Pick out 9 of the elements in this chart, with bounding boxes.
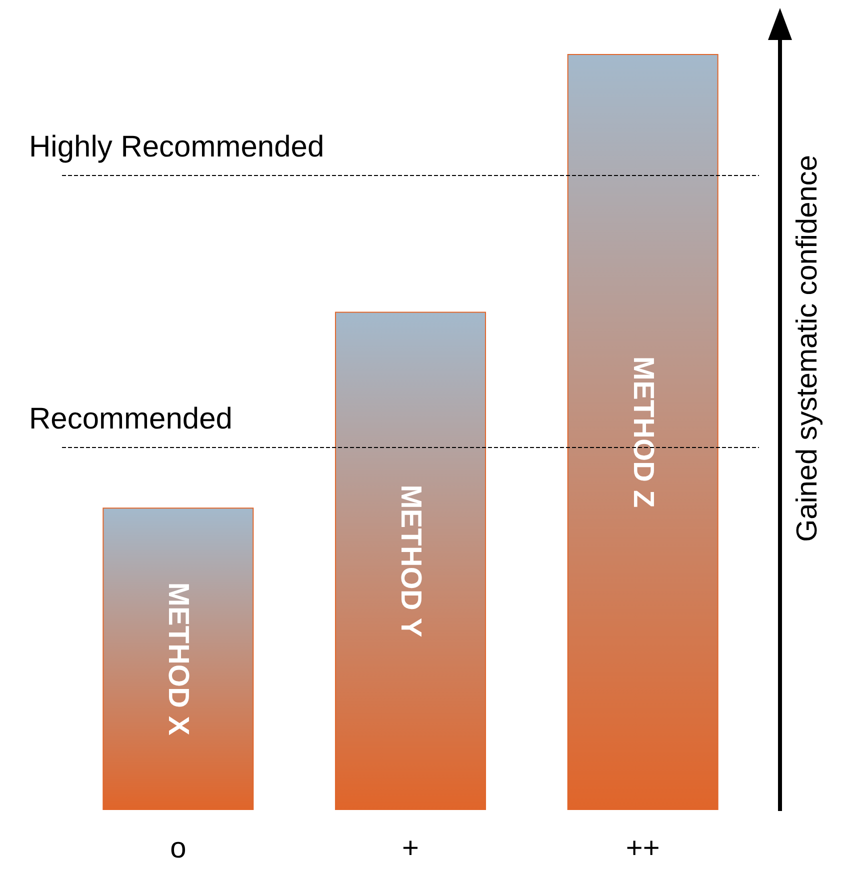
annotation: METHOD Z xyxy=(626,356,659,508)
x-tick-label: ++ xyxy=(626,832,660,864)
ref-line-label: Highly Recommended xyxy=(29,130,324,164)
x-tick-label: + xyxy=(402,832,419,864)
ref-line-label: Recommended xyxy=(29,402,232,436)
annotation: METHOD Y xyxy=(394,484,426,638)
x-tick-label: o xyxy=(170,832,186,864)
annotation: METHOD X xyxy=(162,582,194,736)
y-axis-title: Gained systematic confidence xyxy=(792,154,824,542)
